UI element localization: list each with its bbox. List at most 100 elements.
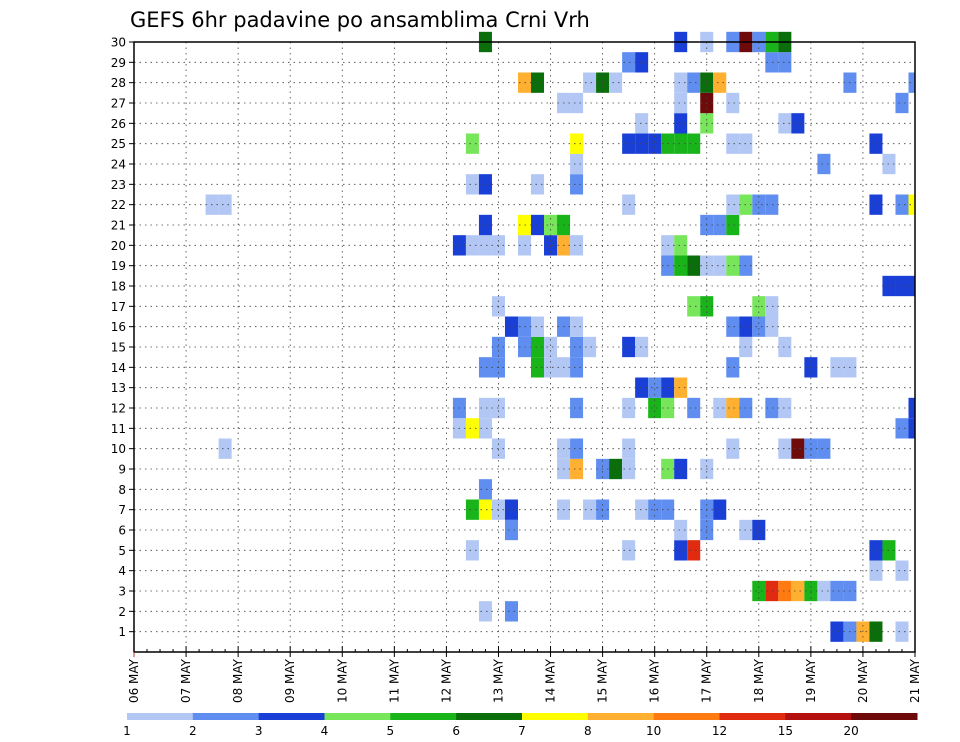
y-tick-label-21: 21 xyxy=(111,219,126,233)
precip-cell-m25-h234 xyxy=(635,133,649,154)
y-tick-label-10: 10 xyxy=(111,442,126,456)
y-tick-label-13: 13 xyxy=(111,381,126,395)
precip-cell-m5-h156 xyxy=(465,540,479,561)
y-tick-label-8: 8 xyxy=(118,483,126,497)
precip-cell-m3-h324 xyxy=(830,580,844,602)
x-tick-label-8: 14 MAY xyxy=(544,658,558,703)
precip-cell-m13-h252 xyxy=(674,377,688,398)
precip-cell-m3-h300 xyxy=(778,580,792,602)
precip-cell-m15-h186 xyxy=(531,336,545,358)
precip-cell-m21-h162 xyxy=(478,214,492,236)
precip-cell-m4-h342 xyxy=(869,560,883,581)
precip-cell-m5-h252 xyxy=(674,540,688,561)
precip-cell-m9-h222 xyxy=(609,458,623,480)
grid-lines xyxy=(134,41,915,652)
y-tick-label-29: 29 xyxy=(111,56,126,70)
precip-cell-m17-h294 xyxy=(765,296,779,317)
precip-cell-m5-h228 xyxy=(622,540,636,561)
precip-cell-m15-h204 xyxy=(570,336,584,358)
precip-cell-m19-h258 xyxy=(687,255,701,276)
y-tick-label-27: 27 xyxy=(111,97,126,111)
precip-cell-m3-h288 xyxy=(752,580,766,602)
colorbar-legend: 1 2 3 4 5 6 7 8 10 12 15 20 xyxy=(123,713,918,738)
x-tick-label-15: 21 MAY xyxy=(908,658,922,703)
precip-cell-m24-h204 xyxy=(570,153,584,175)
precip-cell-m7-h162 xyxy=(478,499,492,520)
precip-cell-m2-h162 xyxy=(478,601,492,622)
x-tick-label-5: 11 MAY xyxy=(387,658,401,703)
precip-cell-m13-h240 xyxy=(648,377,662,398)
x-tick-label-12: 18 MAY xyxy=(752,658,766,703)
y-tick-label-19: 19 xyxy=(111,259,126,273)
precip-cell-m19-h252 xyxy=(674,255,688,276)
precip-cell-m28-h360 xyxy=(908,72,915,93)
precip-cell-m20-h162 xyxy=(478,235,492,256)
precip-cell-m20-h156 xyxy=(465,235,479,256)
precip-cell-m22-h288 xyxy=(752,194,766,215)
precip-cell-m9-h204 xyxy=(570,458,584,480)
precip-cell-m8-h162 xyxy=(478,479,492,500)
precip-cell-m11-h162 xyxy=(478,418,492,439)
y-axis: 1234567891011121314151617181920212223242… xyxy=(111,36,134,639)
precip-cell-m3-h318 xyxy=(817,580,831,602)
chart-title: GEFS 6hr padavine po ansamblima Crni Vrh xyxy=(130,8,590,32)
precip-cell-m25-h204 xyxy=(570,133,584,154)
colorbar-label-6: 6 xyxy=(452,724,460,738)
precip-cell-m29-h294 xyxy=(765,52,779,73)
y-tick-label-1: 1 xyxy=(118,625,126,639)
precip-cell-m28-h210 xyxy=(583,72,597,93)
colorbar-swatch-10 xyxy=(719,713,786,720)
precip-cell-m7-h270 xyxy=(713,499,727,520)
precip-cell-m28-h186 xyxy=(531,72,545,93)
precip-cell-m12-h258 xyxy=(687,397,701,419)
y-tick-label-17: 17 xyxy=(111,300,126,314)
precip-cell-m12-h360 xyxy=(908,397,915,419)
precip-cell-m26-h234 xyxy=(635,113,649,134)
precip-cell-m3-h306 xyxy=(791,580,805,602)
precip-cell-m1-h354 xyxy=(895,621,909,642)
precip-cell-m15-h300 xyxy=(778,336,792,358)
colorbar-label-4: 4 xyxy=(321,724,329,738)
colorbar-label-7: 7 xyxy=(518,724,526,738)
precip-cell-m26-h306 xyxy=(791,113,805,134)
x-tick-label-3: 09 MAY xyxy=(283,658,297,703)
precip-cell-m14-h324 xyxy=(830,357,844,378)
x-tick-label-14: 20 MAY xyxy=(856,658,870,703)
precip-cell-m6-h288 xyxy=(752,519,766,541)
precip-cell-m6-h174 xyxy=(504,519,518,541)
y-tick-label-14: 14 xyxy=(111,361,126,375)
x-axis: 06 MAY 07 MAY 08 MAY 09 MAY 10 MAY 11 MAY 12 M… xyxy=(127,646,922,703)
precip-cell-m2-h174 xyxy=(504,601,518,622)
precip-cell-m7-h234 xyxy=(635,499,649,520)
precip-cell-m13-h234 xyxy=(635,377,649,398)
precip-cell-m12-h294 xyxy=(765,397,779,419)
colorbar-label-12: 12 xyxy=(712,724,727,738)
colorbar-label-5: 5 xyxy=(387,724,395,738)
x-tick-label-6: 12 MAY xyxy=(439,658,453,703)
precip-cell-m10-h204 xyxy=(570,438,584,459)
precip-cell-m12-h228 xyxy=(622,397,636,419)
precip-cell-m20-h192 xyxy=(544,235,558,256)
precip-cell-m10-h276 xyxy=(726,438,740,459)
precip-cell-m25-h252 xyxy=(674,133,688,154)
precip-cell-m15-h192 xyxy=(544,336,558,358)
precip-cell-m22-h342 xyxy=(869,194,883,215)
precip-cell-m15-h234 xyxy=(635,336,649,358)
precip-cell-m10-h306 xyxy=(791,438,805,459)
colorbar-swatch-7 xyxy=(522,713,589,720)
precip-cell-m1-h324 xyxy=(830,621,844,642)
y-tick-label-22: 22 xyxy=(111,198,126,212)
colorbar-swatch-4 xyxy=(324,713,391,720)
precip-cell-m10-h318 xyxy=(817,438,831,459)
precip-cell-m25-h258 xyxy=(687,133,701,154)
y-tick-label-4: 4 xyxy=(118,564,126,578)
x-tick-label-1: 07 MAY xyxy=(179,658,193,703)
y-tick-label-25: 25 xyxy=(111,137,126,151)
precip-cell-m16-h276 xyxy=(726,316,740,337)
colorbar-label-20: 20 xyxy=(844,724,859,738)
precip-cell-m14-h186 xyxy=(531,357,545,378)
precip-cell-m12-h300 xyxy=(778,397,792,419)
y-tick-label-15: 15 xyxy=(111,341,126,355)
precip-cell-m3-h294 xyxy=(765,580,779,602)
